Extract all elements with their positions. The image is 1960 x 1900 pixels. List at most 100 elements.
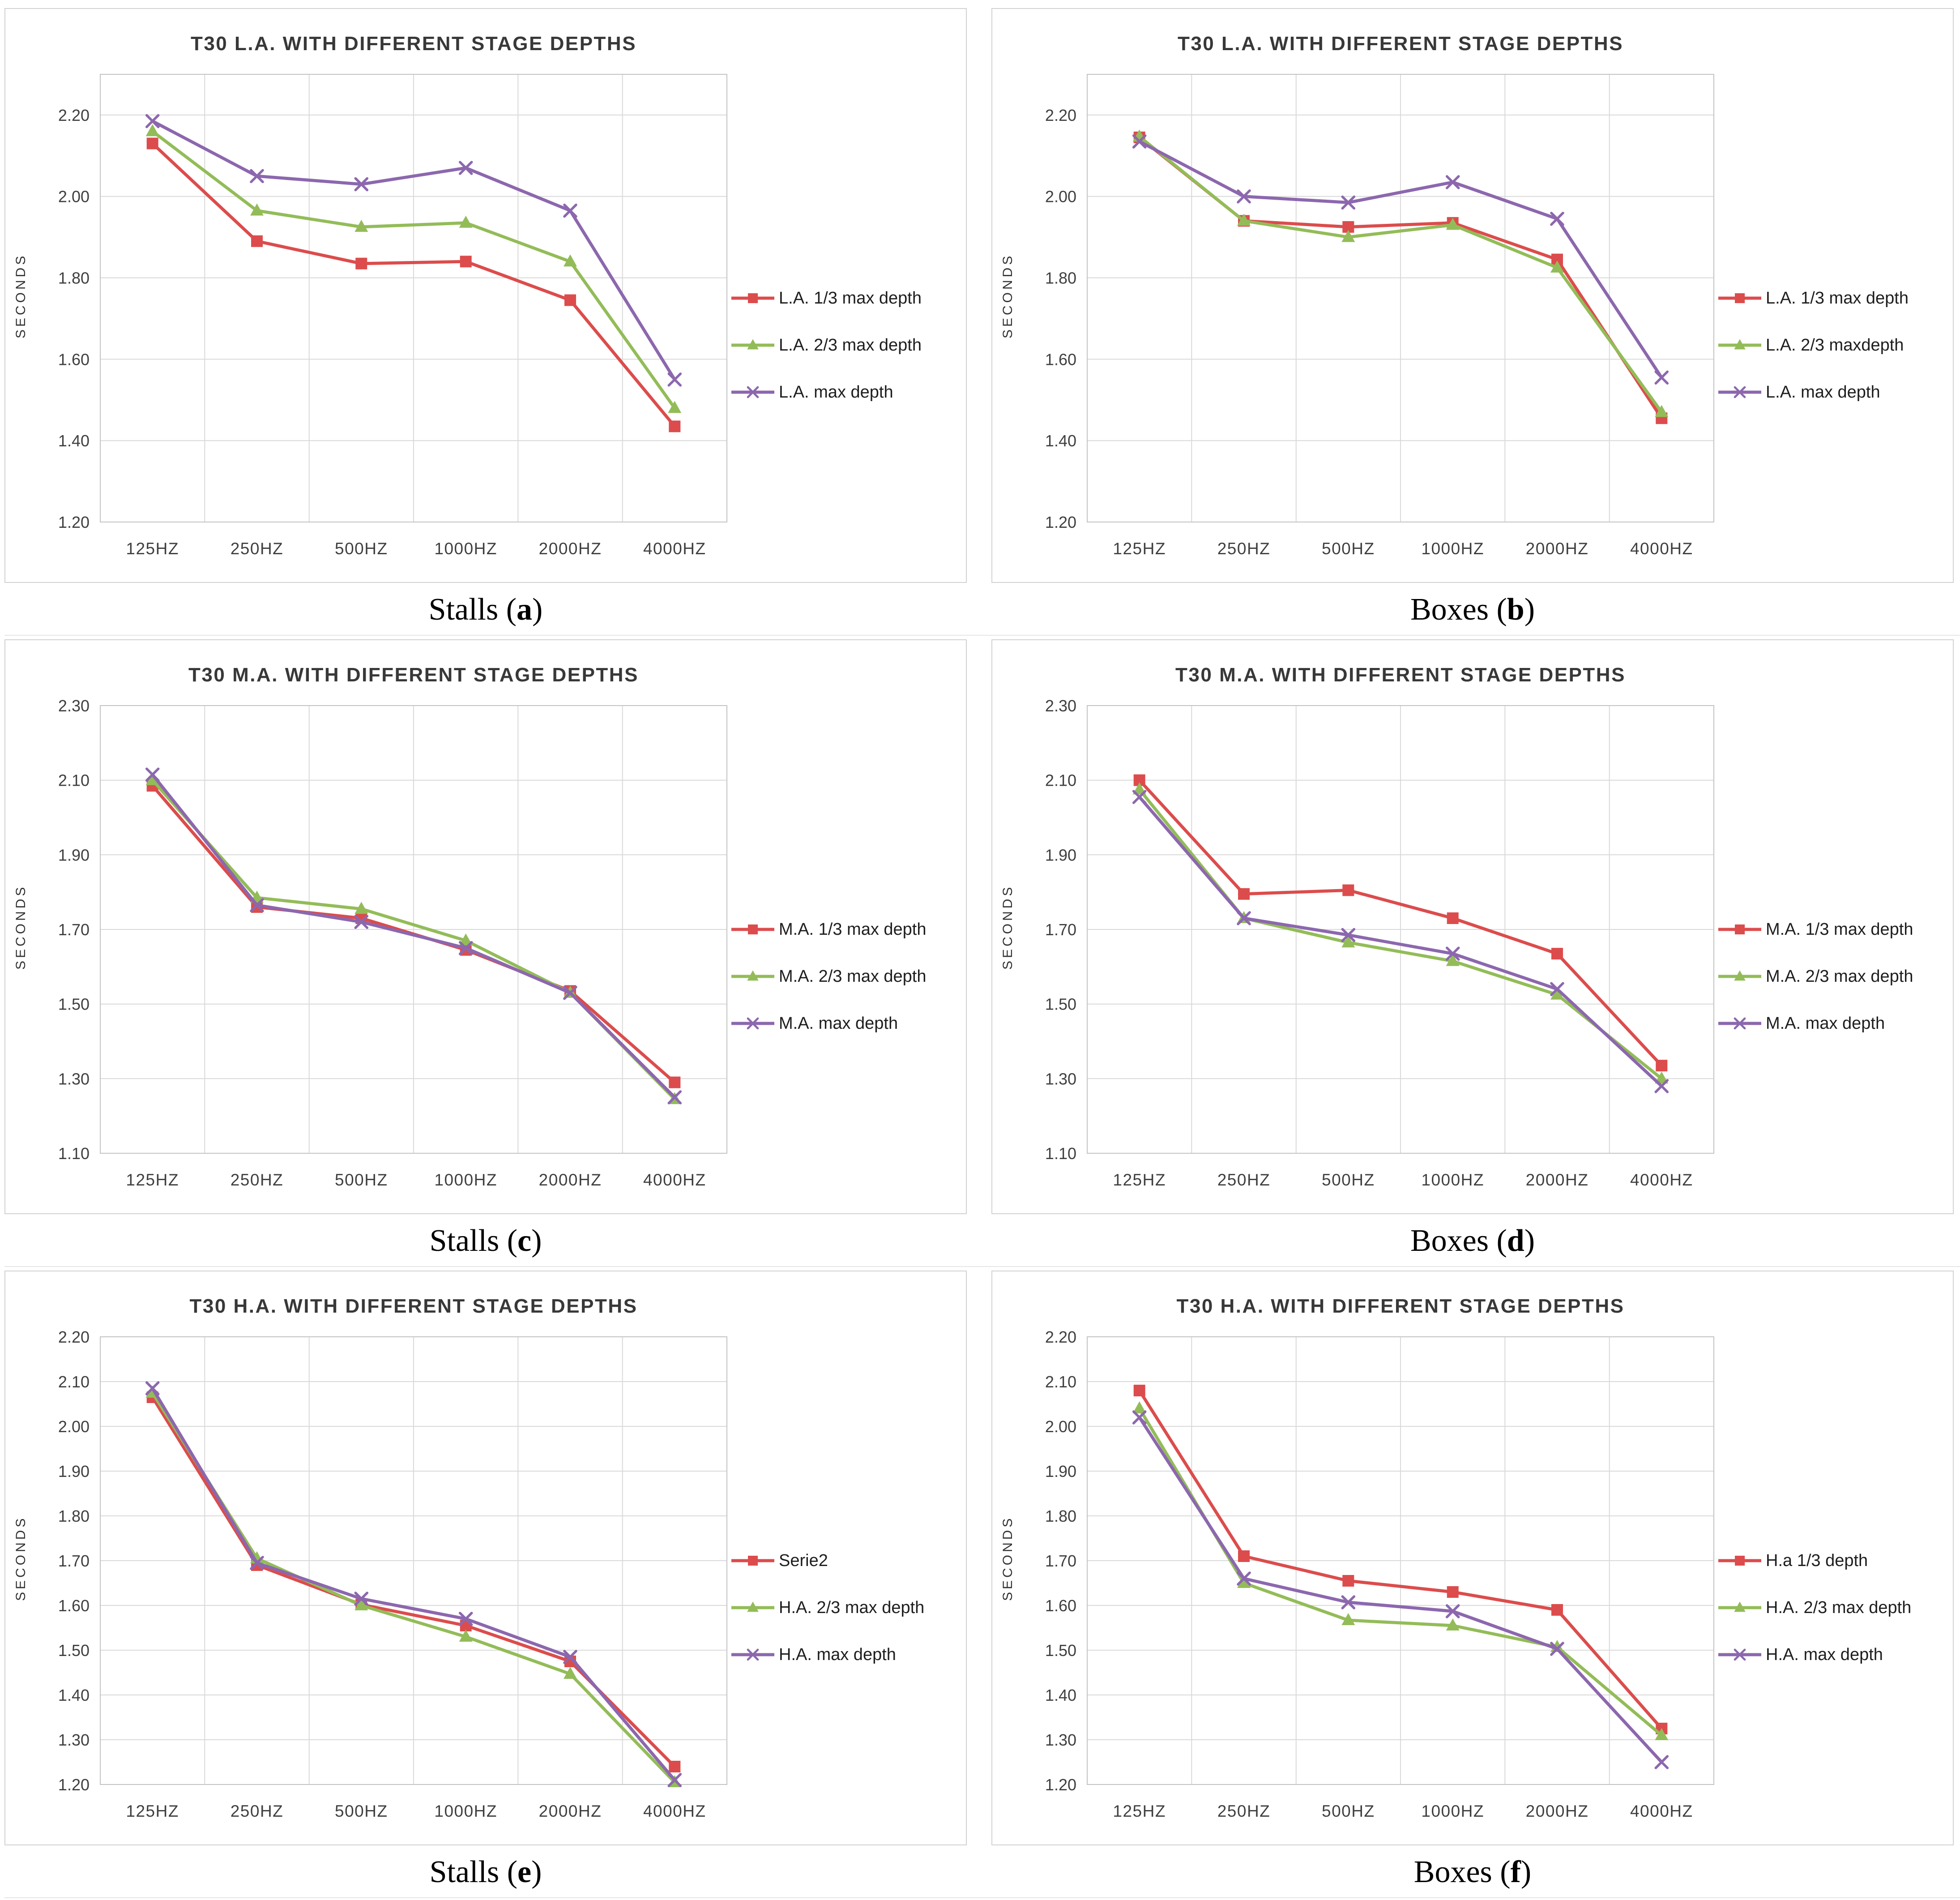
x-category-label: 2000HZ [1526,1802,1589,1820]
x-category-label: 250HZ [1217,1171,1271,1189]
data-point-marker-x [1550,211,1564,226]
series-line-2 [1138,1416,1663,1763]
y-tick-label: 1.10 [58,1144,90,1163]
data-point-marker-square [1447,912,1459,924]
x-category-label: 2000HZ [539,1802,602,1820]
figure-row: SECONDS T30 M.A. WITH DIFFERENT STAGE DEP… [4,636,1960,1267]
data-point-marker-square [1551,948,1563,960]
series-line-0 [151,142,676,428]
y-tick-label: 2.20 [1045,1328,1076,1346]
y-tick-label: 1.60 [1045,350,1076,368]
y-axis-title: SECONDS [13,253,28,339]
y-tick-label: 1.80 [1045,1507,1076,1525]
legend-marker-x-icon [731,386,774,398]
legend-label: L.A. 1/3 max depth [1766,288,1909,308]
y-tick-label: 1.30 [1045,1731,1076,1749]
data-point-marker-square [460,256,472,268]
x-category-label: 125HZ [126,1802,179,1820]
y-tick-label: 2.10 [58,771,90,790]
plot-border [1087,74,1714,522]
x-category-label: 1000HZ [1421,1802,1484,1820]
y-tick-label: 1.10 [1045,1144,1076,1163]
gridlines [100,1336,727,1785]
chart-title: T30 L.A. WITH DIFFERENT STAGE DEPTHS [191,33,636,55]
data-point-marker-triangle [1550,987,1564,1000]
data-point-marker-square [1342,884,1354,896]
series-line-0 [1138,779,1663,1067]
data-point-marker-square [355,257,367,270]
chart-plot: T30 H.A. WITH DIFFERENT STAGE DEPTHS 1.20… [58,1295,727,1820]
figure-caption-open: ( [499,1855,517,1889]
legend-marker-square-icon [1718,1556,1761,1566]
legend-item: M.A. 1/3 max depth [1718,920,1952,939]
x-category-label: 1000HZ [1421,539,1484,558]
y-tick-label: 1.80 [58,1507,90,1525]
figure-caption-text: Boxes [1410,1224,1489,1258]
data-point-marker-x [458,161,473,175]
figure-caption-open: ( [1488,592,1507,627]
data-point-marker-square [1656,1060,1668,1072]
data-point-marker-square [1342,1575,1354,1587]
y-tick-label: 1.20 [58,1776,90,1794]
data-point-marker-square [1447,1586,1459,1598]
legend-item: L.A. max depth [1718,383,1952,402]
figure-caption-close: ) [531,1855,542,1889]
x-category-label: 4000HZ [643,539,706,558]
y-tick-label: 1.40 [58,432,90,450]
data-point-marker-square [146,137,158,150]
x-category-label: 125HZ [1113,1802,1166,1820]
legend-marker-triangle-icon [731,339,774,350]
chart-plot: T30 L.A. WITH DIFFERENT STAGE DEPTHS 1.20… [58,33,727,558]
data-point-marker-x [1654,370,1669,385]
legend-item: H.A. 2/3 max depth [1718,1598,1952,1618]
y-tick-label: 1.40 [58,1686,90,1704]
data-point-marker-triangle [459,1630,473,1642]
x-category-label: 2000HZ [1526,1171,1589,1189]
legend-label: M.A. max depth [779,1014,898,1033]
chart-plot: T30 H.A. WITH DIFFERENT STAGE DEPTHS 1.20… [1045,1295,1714,1820]
legend-label: M.A. 1/3 max depth [779,920,927,939]
data-point-marker-x [747,386,759,398]
data-point-marker-x [145,1381,160,1395]
y-tick-label: 1.70 [58,920,90,939]
y-tick-label: 1.50 [58,1641,90,1660]
y-tick-label: 2.30 [1045,697,1076,715]
series-line-2 [151,774,676,1099]
series-line-0 [1138,1390,1663,1730]
data-point-marker-square [1735,293,1745,304]
y-tick-label: 2.00 [58,188,90,206]
data-point-marker-x [747,1648,759,1661]
plot-border [100,705,727,1154]
figure-caption-letter: d [1507,1224,1524,1258]
data-point-marker-triangle [1341,230,1355,242]
data-point-marker-x [1445,946,1460,961]
chart-title: T30 M.A. WITH DIFFERENT STAGE DEPTHS [1175,664,1626,686]
chart-panel-a: SECONDS T30 L.A. WITH DIFFERENT STAGE DEP… [4,8,967,583]
data-point-marker-triangle [1655,1071,1669,1084]
series-line-2 [1138,796,1663,1087]
legend-label: H.A. 2/3 max depth [779,1598,925,1617]
data-point-marker-x [1237,1571,1251,1586]
data-point-marker-triangle [1341,935,1355,948]
data-point-marker-x [667,1773,682,1787]
y-tick-label: 1.60 [58,350,90,368]
plot-border [1087,1336,1714,1785]
legend-label: L.A. max depth [779,382,893,402]
plot-border [100,74,727,522]
chart-panel-c: SECONDS T30 M.A. WITH DIFFERENT STAGE DEP… [4,639,967,1214]
y-tick-label: 1.20 [1045,1776,1076,1794]
legend-marker-triangle-icon [1718,339,1761,350]
legend-item: H.A. max depth [731,1645,965,1665]
data-point-marker-x [458,1612,473,1626]
legend-item: M.A. max depth [1718,1014,1952,1033]
y-axis-title: SECONDS [1000,884,1015,970]
legend-item: L.A. 2/3 max depth [731,336,965,355]
data-point-marker-triangle [1734,339,1746,350]
legend-label: H.A. 2/3 max depth [1766,1598,1912,1617]
data-point-marker-triangle [1446,1618,1460,1630]
chart-title: T30 M.A. WITH DIFFERENT STAGE DEPTHS [188,664,639,686]
figure-caption: Stalls (e) [4,1852,967,1893]
figure-caption: Boxes (b) [991,589,1954,630]
y-tick-label: 1.80 [1045,269,1076,287]
